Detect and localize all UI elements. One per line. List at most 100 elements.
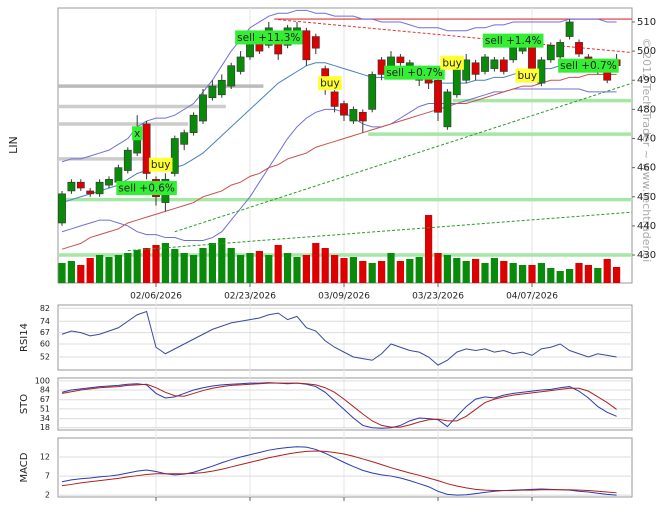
candle-body — [471, 62, 480, 75]
candle-body — [189, 114, 198, 133]
volume-bar — [274, 245, 282, 283]
volume-bar — [472, 259, 480, 283]
candle-body — [377, 59, 386, 75]
candle-body — [217, 79, 226, 96]
candle-body — [565, 21, 574, 37]
candle-body — [462, 59, 471, 81]
annotation-box — [558, 58, 619, 73]
y-tick-label: 480 — [637, 104, 656, 115]
volume-bar — [302, 255, 310, 283]
y-tick-label: 7 — [45, 472, 50, 481]
candle-body — [105, 178, 113, 186]
annotation-label: sell +1.4% — [485, 35, 542, 47]
annotation: sell +1.4% — [482, 33, 544, 48]
trend-line — [174, 82, 633, 233]
volume-bar — [509, 263, 517, 283]
candle-body — [76, 181, 85, 189]
annotation: buy — [515, 68, 540, 83]
volume-bar — [208, 243, 216, 283]
volume-bar — [537, 263, 545, 283]
y-tick-label: 52 — [40, 353, 50, 362]
candle-body — [368, 74, 377, 110]
volume-bar — [425, 215, 433, 283]
volume-bar — [556, 271, 564, 283]
volume-bar — [86, 258, 94, 283]
annotation-box — [235, 30, 303, 45]
annotation-box — [482, 33, 544, 48]
volume-bar — [547, 268, 555, 283]
volume-bar — [387, 253, 395, 283]
x-tick-label: 02/06/2026 — [130, 292, 182, 302]
volume-bar — [584, 265, 592, 283]
annotation: sell +0.7% — [384, 65, 445, 80]
candle-body — [499, 59, 508, 72]
candle-body — [330, 91, 339, 107]
overlay-line — [61, 88, 617, 241]
candle-body — [490, 59, 499, 69]
volume-bar — [603, 259, 611, 283]
trend-line — [127, 211, 633, 252]
candle-body — [142, 123, 151, 174]
y-tick-label: 34 — [40, 414, 50, 423]
volume-bar — [124, 253, 132, 283]
annotation: sell +0.6% — [116, 181, 177, 196]
annotation-box — [318, 76, 342, 91]
macd-panel — [57, 437, 633, 498]
annotation-label: x — [134, 128, 140, 140]
annotation-label: sell +0.7% — [386, 67, 443, 79]
volume-bar — [575, 263, 583, 283]
candle-body — [133, 138, 142, 154]
annotation: buy — [148, 157, 173, 172]
x-tick-label: 03/23/2026 — [412, 292, 464, 302]
candle-body — [86, 190, 95, 195]
volume-bar — [143, 248, 151, 283]
volume-bar — [293, 257, 301, 283]
annotation-label: sell +11.3% — [237, 32, 300, 44]
volume-bar — [490, 258, 498, 283]
volume-bar — [481, 263, 489, 283]
annotation-label: buy — [518, 70, 538, 82]
volume-bar — [218, 238, 226, 283]
trend-line — [278, 19, 633, 54]
y-tick-label: 2 — [45, 491, 50, 500]
volume-bar — [434, 253, 442, 283]
annotation-box — [116, 181, 177, 196]
volume-bar — [312, 243, 320, 283]
volume-bar — [613, 267, 621, 283]
indicator-line — [61, 310, 617, 366]
y-tick-label: 430 — [637, 250, 656, 261]
y-tick-label: 440 — [637, 221, 656, 232]
volume-bar — [331, 255, 339, 283]
candle-body — [546, 44, 555, 61]
y-tick-label: 490 — [637, 75, 656, 86]
annotation: buy — [440, 55, 464, 70]
volume-bar — [368, 263, 376, 283]
overlay-line — [61, 9, 617, 163]
candle-body — [452, 68, 461, 96]
candle-body — [481, 56, 489, 72]
volume-bar — [519, 265, 527, 283]
candle-body — [67, 181, 76, 192]
volume-bar — [77, 265, 85, 283]
volume-bar — [96, 255, 104, 283]
y-tick-label: 500 — [637, 46, 656, 57]
annotation-label: buy — [151, 159, 171, 171]
volume-bar — [443, 255, 451, 283]
volume-bar — [500, 261, 508, 283]
volume-bar — [378, 261, 386, 283]
volume-bar — [406, 259, 414, 283]
volume-bar — [246, 253, 254, 283]
volume-bar — [114, 255, 122, 283]
volume-bar — [453, 258, 461, 283]
volume-bar — [396, 261, 404, 283]
y-tick-label: 18 — [40, 423, 50, 432]
volume-bar — [340, 258, 348, 283]
watermark: © 2012 Tech Trader ~ www.techtrader.ai — [640, 38, 653, 263]
candle-body — [58, 193, 66, 224]
volume-bar — [255, 251, 263, 283]
annotation: buy — [318, 76, 342, 91]
volume-bar — [180, 253, 188, 283]
candle-body — [528, 44, 536, 69]
y-tick-label: 82 — [40, 304, 50, 313]
